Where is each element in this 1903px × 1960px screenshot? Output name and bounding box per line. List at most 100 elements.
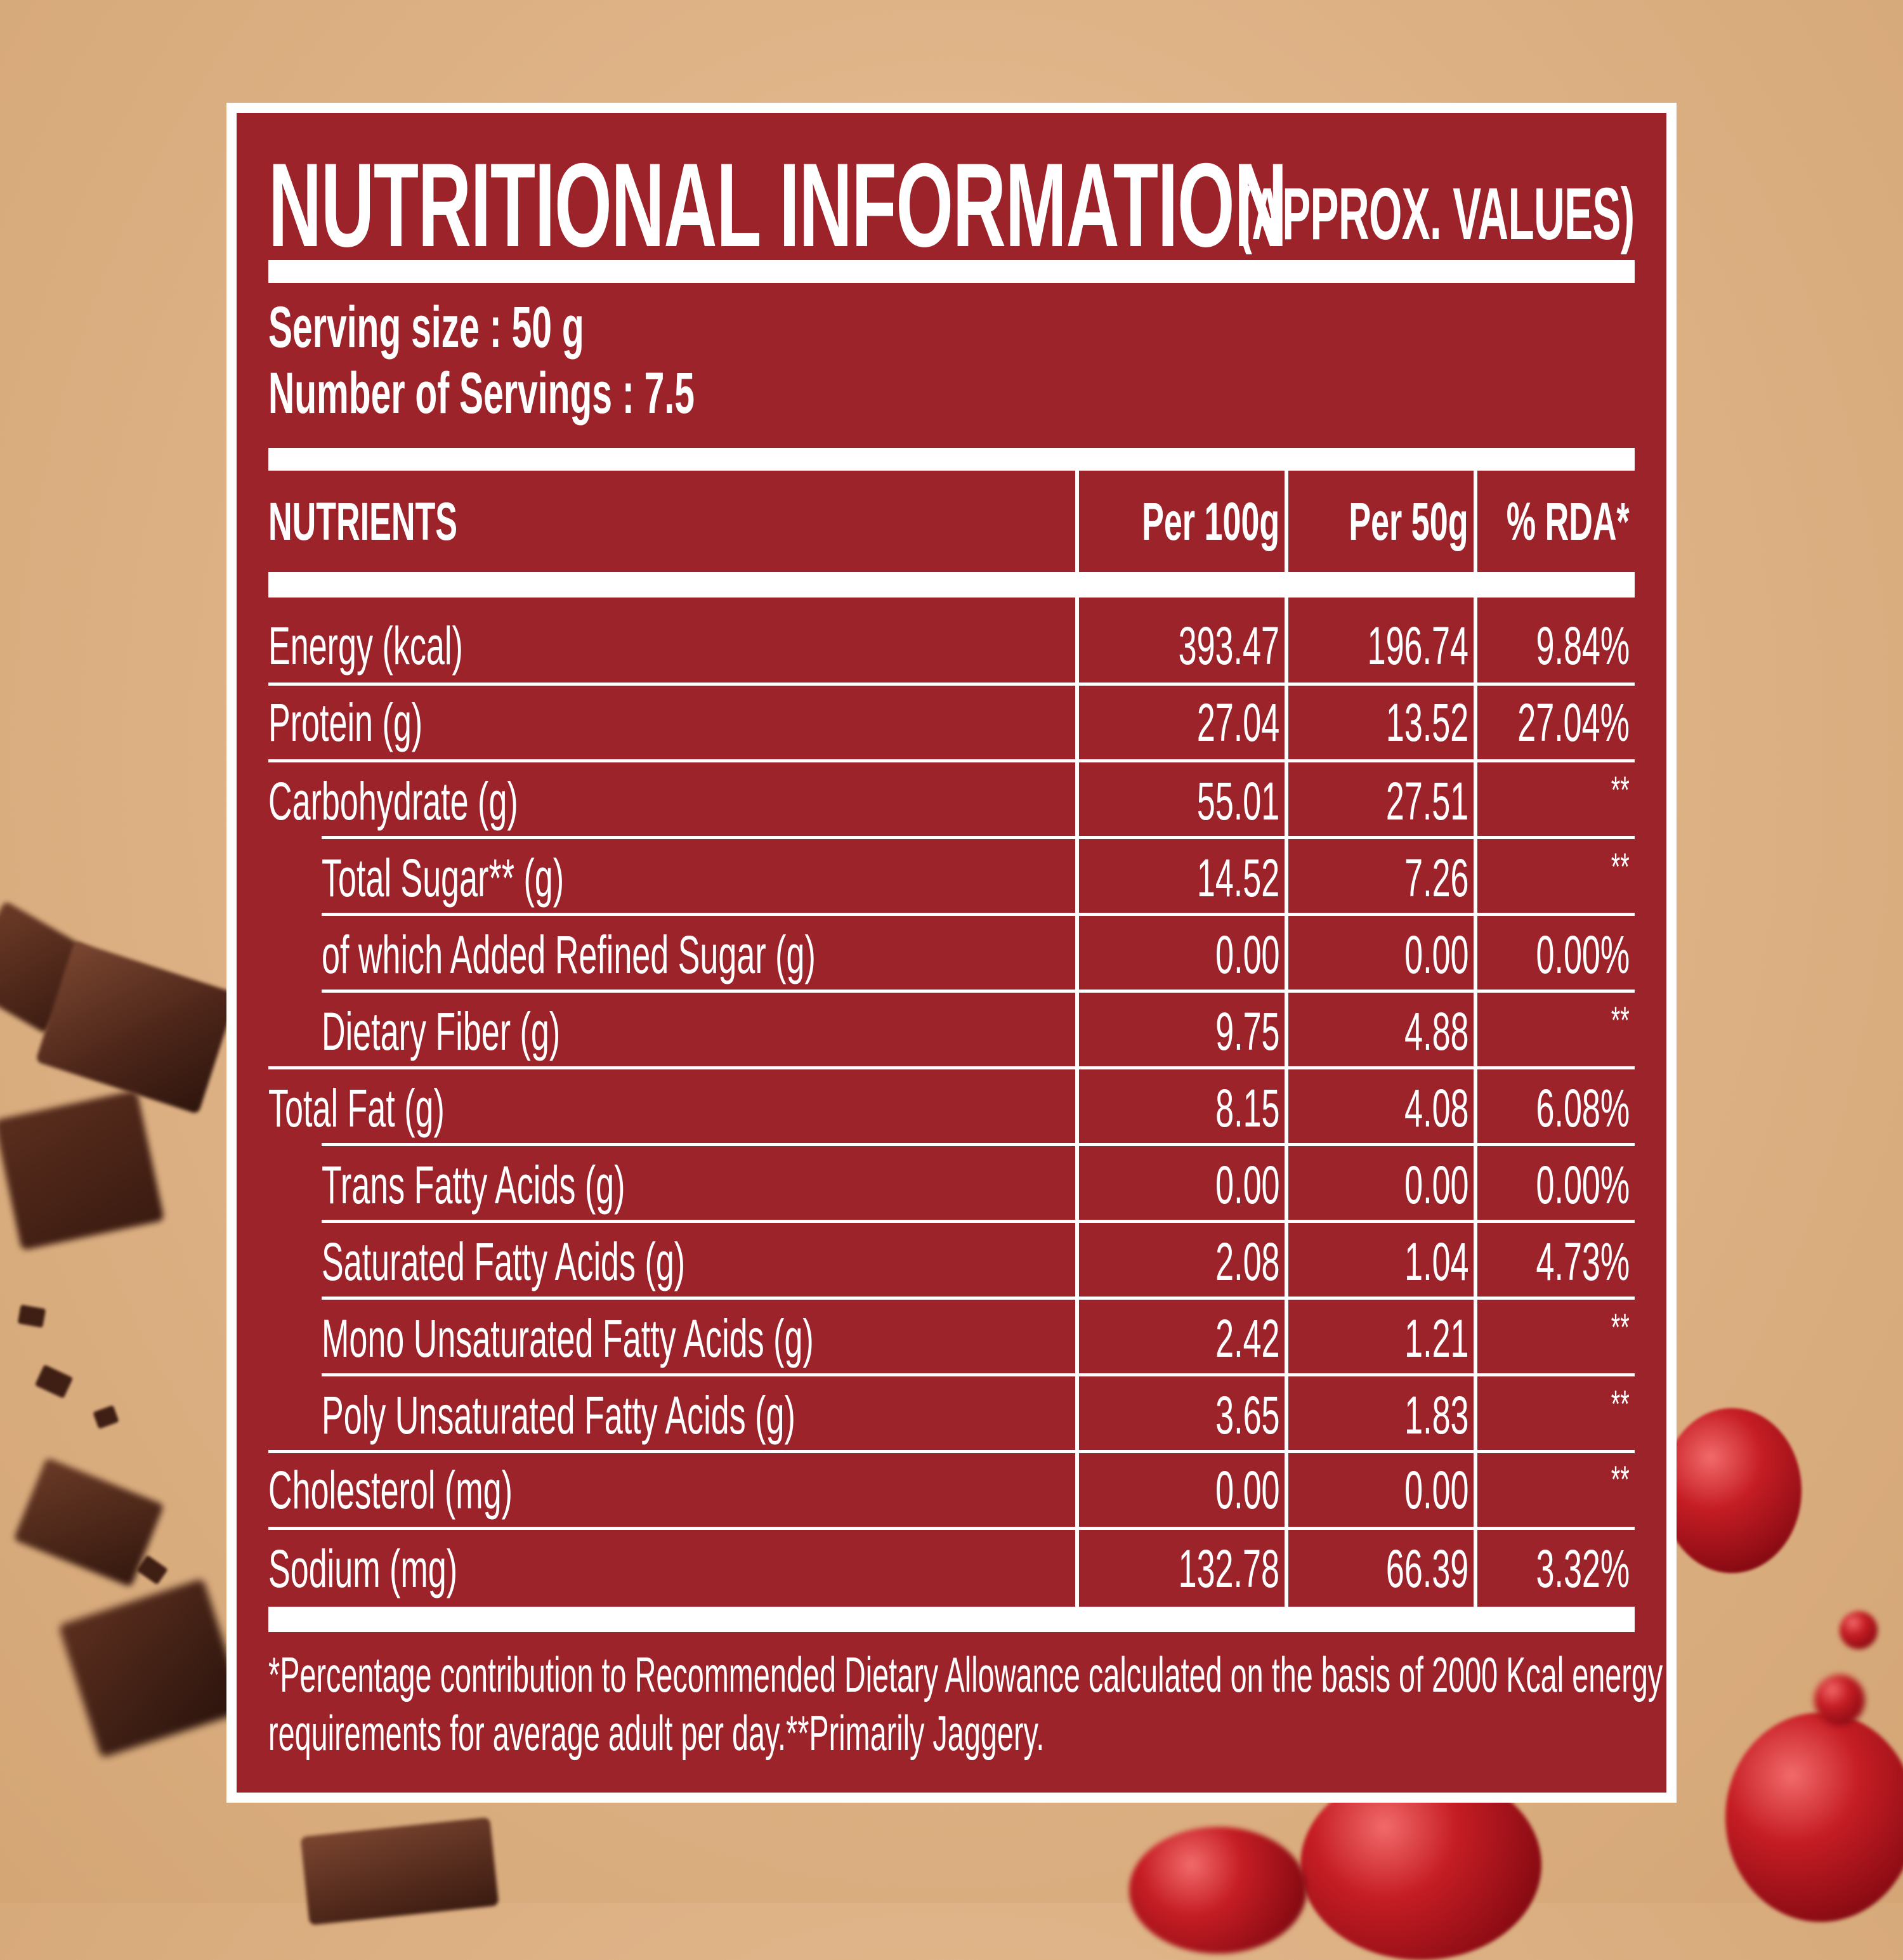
per50-value: 0.00	[1404, 1460, 1468, 1520]
per100-value: 393.47	[1178, 616, 1279, 676]
nutrient-cell: Mono Unsaturated Fatty Acids (g)	[268, 1300, 1075, 1376]
per100-cell: 0.00	[1075, 916, 1285, 993]
cherry	[1129, 1827, 1307, 1954]
per50-cell: 4.08	[1285, 1069, 1474, 1146]
rda-value: **	[1611, 1382, 1630, 1425]
cherry	[1725, 1713, 1903, 1922]
nutrient-name: Total Sugar** (g)	[322, 847, 565, 908]
per100-cell: 55.01	[1075, 762, 1285, 839]
nutrient-cell: Sodium (mg)	[268, 1530, 1075, 1607]
chocolate-crumb	[93, 1405, 119, 1429]
nutrition-label-card: NUTRITIONAL INFORMATION (APPROX. VALUES)…	[226, 103, 1677, 1803]
per100-value: 0.00	[1215, 1154, 1279, 1215]
per50-value: 1.83	[1404, 1385, 1468, 1445]
table-row: of which Added Refined Sugar (g) 0.00 0.…	[268, 916, 1635, 993]
per100-value: 132.78	[1178, 1538, 1279, 1598]
nutrient-cell: Poly Unsaturated Fatty Acids (g)	[268, 1376, 1075, 1453]
nutrient-name: Poly Unsaturated Fatty Acids (g)	[322, 1385, 795, 1445]
per50-value: 0.00	[1404, 1154, 1468, 1215]
rda-cell: 27.04%	[1474, 686, 1635, 759]
per50-value: 7.26	[1404, 847, 1468, 908]
rda-value: 9.84%	[1536, 616, 1630, 676]
nutrition-panel: NUTRITIONAL INFORMATION (APPROX. VALUES)…	[237, 113, 1666, 1793]
nutrition-table: NUTRIENTS Per 100g Per 50g % RDA* Energy…	[268, 471, 1635, 1607]
table-header-row: NUTRIENTS Per 100g Per 50g % RDA*	[268, 471, 1635, 572]
per100-cell: 8.15	[1075, 1069, 1285, 1146]
rda-cell: **	[1474, 839, 1635, 916]
table-row: Total Fat (g) 8.15 4.08 6.08%	[268, 1069, 1635, 1146]
spacer-cell	[1474, 598, 1635, 609]
nutrient-name: Protein (g)	[268, 693, 423, 752]
per50-cell: 66.39	[1285, 1530, 1474, 1607]
per100-cell: 393.47	[1075, 609, 1285, 683]
per50-cell: 1.04	[1285, 1223, 1474, 1300]
title-row: NUTRITIONAL INFORMATION (APPROX. VALUES)	[268, 145, 1635, 265]
label-title: NUTRITIONAL INFORMATION	[268, 138, 1288, 271]
header-cell: Per 50g	[1285, 471, 1474, 572]
per100-cell: 27.04	[1075, 686, 1285, 759]
nutrient-cell: Protein (g)	[268, 686, 1075, 759]
chocolate-piece	[35, 941, 238, 1114]
nutrient-name: Energy (kcal)	[268, 616, 463, 676]
table-row: Energy (kcal) 393.47 196.74 9.84%	[268, 609, 1635, 686]
rda-value: 3.32%	[1536, 1538, 1630, 1598]
chocolate-crumb	[34, 1364, 74, 1399]
nutrient-cell: Energy (kcal)	[268, 609, 1075, 683]
table-row: Cholesterol (mg) 0.00 0.00 **	[268, 1453, 1635, 1530]
cherry	[1840, 1611, 1878, 1649]
chocolate-piece	[0, 1090, 165, 1251]
nutrient-cell: Trans Fatty Acids (g)	[268, 1146, 1075, 1223]
footnote-line: *Percentage contribution to Recommended …	[268, 1647, 1663, 1702]
per100-value: 8.15	[1215, 1078, 1279, 1138]
per50-value: 4.08	[1404, 1078, 1468, 1138]
rda-value: 6.08%	[1536, 1078, 1630, 1138]
rda-value: **	[1611, 768, 1630, 811]
rda-cell: 6.08%	[1474, 1069, 1635, 1146]
divider-bar	[268, 572, 1635, 598]
per100-value: 27.04	[1196, 693, 1279, 752]
rda-cell: 3.32%	[1474, 1530, 1635, 1607]
per50-value: 66.39	[1385, 1538, 1468, 1598]
chocolate-piece	[58, 1578, 247, 1758]
nutrient-cell: Total Fat (g)	[268, 1069, 1075, 1146]
rda-cell: 4.73%	[1474, 1223, 1635, 1300]
per100-value: 0.00	[1215, 1460, 1279, 1520]
rda-value: 4.73%	[1536, 1231, 1630, 1291]
serving-info: Serving size : 50 g Number of Servings :…	[268, 283, 1635, 448]
nutrient-cell: Saturated Fatty Acids (g)	[268, 1223, 1075, 1300]
per50-value: 1.21	[1404, 1308, 1468, 1368]
per50-cell: 7.26	[1285, 839, 1474, 916]
divider-bar	[268, 260, 1635, 283]
nutrient-name: Dietary Fiber (g)	[322, 1001, 561, 1061]
serving-size: Serving size : 50 g	[268, 295, 584, 360]
table-row: Trans Fatty Acids (g) 0.00 0.00 0.00%	[268, 1146, 1635, 1223]
table-row: Saturated Fatty Acids (g) 2.08 1.04 4.73…	[268, 1223, 1635, 1300]
per100-cell: 2.42	[1075, 1300, 1285, 1376]
per100-value: 2.08	[1215, 1231, 1279, 1291]
per50-value: 196.74	[1367, 616, 1468, 676]
per50-cell: 4.88	[1285, 993, 1474, 1069]
header-per50: Per 50g	[1349, 492, 1468, 551]
spacer-cell	[268, 598, 1075, 609]
per50-value: 4.88	[1404, 1001, 1468, 1061]
per50-cell: 196.74	[1285, 609, 1474, 683]
rda-value: **	[1611, 1305, 1630, 1349]
per50-cell: 1.21	[1285, 1300, 1474, 1376]
table-row: Sodium (mg) 132.78 66.39 3.32%	[268, 1530, 1635, 1607]
header-cell: NUTRIENTS	[268, 471, 1075, 572]
rda-cell: **	[1474, 1300, 1635, 1376]
per50-value: 0.00	[1404, 924, 1468, 984]
table-row: Mono Unsaturated Fatty Acids (g) 2.42 1.…	[268, 1300, 1635, 1376]
nutrient-name: Total Fat (g)	[268, 1078, 445, 1138]
table-spacer	[268, 598, 1635, 609]
per50-value: 27.51	[1385, 771, 1468, 831]
per100-value: 55.01	[1196, 771, 1279, 831]
per100-cell: 132.78	[1075, 1530, 1285, 1607]
per100-value: 3.65	[1215, 1385, 1279, 1445]
spacer-cell	[1285, 598, 1474, 609]
rda-cell: **	[1474, 1376, 1635, 1453]
footnote-line: requirements for average adult per day.*…	[268, 1705, 1045, 1761]
rda-value: **	[1611, 845, 1630, 888]
table-row: Total Sugar** (g) 14.52 7.26 **	[268, 839, 1635, 916]
per100-value: 2.42	[1215, 1308, 1279, 1368]
